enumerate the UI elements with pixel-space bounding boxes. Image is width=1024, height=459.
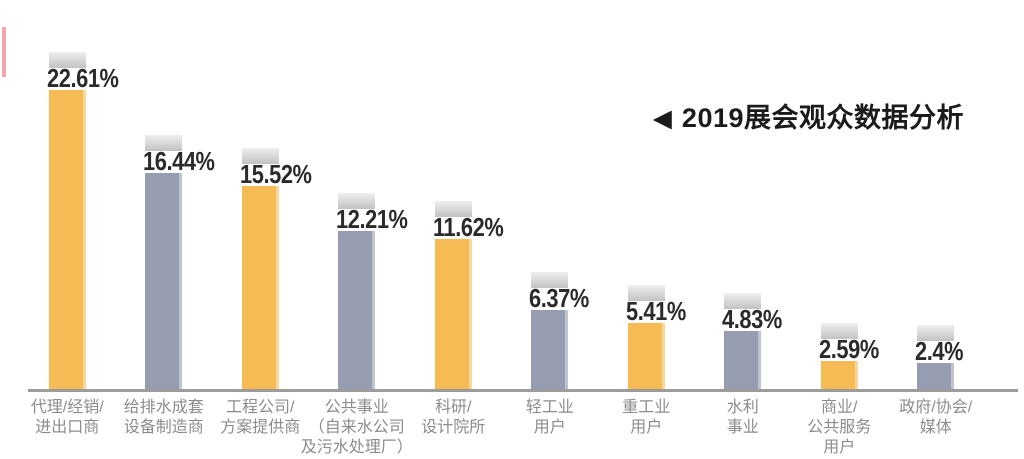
bar-label-band: 16.44% bbox=[143, 146, 215, 176]
bar-fill bbox=[724, 331, 762, 390]
bar-column: 16.44% 给排水成套 设备制造商 bbox=[116, 0, 215, 459]
bar-value-label: 4.83% bbox=[722, 304, 783, 334]
bar-fill bbox=[627, 323, 665, 390]
bar-value-label: 5.41% bbox=[625, 296, 686, 326]
bar-cap bbox=[145, 135, 183, 151]
bar-cap bbox=[48, 52, 86, 68]
bar-column: 22.61% 代理/经销/ 进出口商 bbox=[19, 0, 119, 459]
bar: 22.61% bbox=[47, 52, 119, 390]
bar: 2.4% bbox=[915, 325, 964, 390]
bar-label-band: 2.59% bbox=[819, 334, 879, 364]
bar-column: 12.21% 公共事业 （自来水公司 及污水处理厂） bbox=[301, 0, 413, 459]
category-label: 科研/ 设计院所 bbox=[421, 399, 486, 436]
bar: 5.41% bbox=[626, 285, 686, 390]
category-label: 商业/ 公共服务 用户 bbox=[807, 399, 872, 456]
category-label: 代理/经销/ 进出口商 bbox=[30, 399, 104, 436]
bar-fill bbox=[241, 186, 279, 390]
bar-cap bbox=[820, 323, 858, 339]
bar-value-label: 22.61% bbox=[46, 63, 119, 93]
bar-fill bbox=[434, 239, 472, 390]
bar-label-band: 15.52% bbox=[240, 159, 312, 189]
category-label: 政府/协会/ 媒体 bbox=[899, 399, 973, 436]
bar: 12.21% bbox=[336, 193, 408, 390]
chart-title: ◀ 2019展会观众数据分析 bbox=[654, 96, 964, 135]
bar-label-band: 5.41% bbox=[626, 296, 686, 326]
bar-value-label: 6.37% bbox=[529, 283, 590, 313]
bar-fill bbox=[531, 310, 569, 390]
bar-label-band: 12.21% bbox=[336, 204, 408, 234]
bar-cap bbox=[338, 193, 376, 209]
x-axis-line bbox=[28, 389, 1018, 392]
category-label: 公共事业 （自来水公司 及污水处理厂） bbox=[300, 399, 413, 456]
bar-cap bbox=[241, 148, 279, 164]
bar-label-band: 11.62% bbox=[433, 212, 504, 242]
bar-label-band: 4.83% bbox=[722, 304, 782, 334]
bar-cap bbox=[434, 201, 472, 217]
category-label: 重工业 用户 bbox=[622, 399, 671, 436]
bar-fill bbox=[145, 173, 183, 390]
bar-label-band: 22.61% bbox=[47, 63, 119, 93]
bar-cap bbox=[724, 293, 762, 309]
left-accent-line bbox=[2, 27, 6, 77]
bar-column: 4.83% 水利 事业 bbox=[695, 0, 792, 459]
bar-value-label: 15.52% bbox=[239, 159, 312, 189]
category-label: 轻工业 用户 bbox=[525, 399, 574, 436]
bar: 16.44% bbox=[143, 135, 215, 390]
bar-fill bbox=[917, 363, 955, 390]
bar-cap bbox=[531, 272, 569, 288]
bar: 11.62% bbox=[433, 201, 504, 390]
bar-fill bbox=[820, 361, 858, 390]
bar: 15.52% bbox=[240, 148, 312, 390]
bar-column: 15.52% 工程公司/ 方案提供商 bbox=[212, 0, 312, 459]
category-label: 工程公司/ 方案提供商 bbox=[220, 399, 301, 436]
bar: 4.83% bbox=[722, 293, 783, 390]
bar: 2.59% bbox=[819, 323, 879, 390]
bar-value-label: 2.4% bbox=[915, 336, 964, 366]
bar-value-label: 12.21% bbox=[336, 204, 408, 234]
bar-value-label: 11.62% bbox=[432, 212, 504, 242]
bar-cap bbox=[627, 285, 665, 301]
bar-label-band: 6.37% bbox=[529, 283, 589, 313]
bar-value-label: 16.44% bbox=[143, 146, 215, 176]
chart-title-text: 2019展会观众数据分析 bbox=[681, 103, 964, 133]
bar-column: 11.62% 科研/ 设计院所 bbox=[405, 0, 504, 459]
bar-fill bbox=[338, 231, 376, 390]
bar-column: 5.41% 重工业 用户 bbox=[598, 0, 695, 459]
bar-columns: 22.61% 代理/经销/ 进出口商 16.44% 给排水成套 设备制造商 15.52%… bbox=[19, 0, 984, 459]
bar-value-label: 2.59% bbox=[818, 334, 879, 364]
category-label: 给排水成套 设备制造商 bbox=[123, 399, 204, 436]
category-label: 水利 事业 bbox=[726, 399, 759, 436]
bar: 6.37% bbox=[529, 272, 590, 390]
bar-column: 6.37% 轻工业 用户 bbox=[502, 0, 599, 459]
bar-cap bbox=[917, 325, 955, 341]
left-triangle-icon: ◀ bbox=[653, 105, 672, 131]
bar-column: 2.4% 政府/协会/ 媒体 bbox=[888, 0, 985, 459]
bar-label-band: 2.4% bbox=[915, 336, 964, 366]
bar-fill bbox=[48, 90, 86, 390]
bar-column: 2.59% 商业/ 公共服务 用户 bbox=[791, 0, 888, 459]
